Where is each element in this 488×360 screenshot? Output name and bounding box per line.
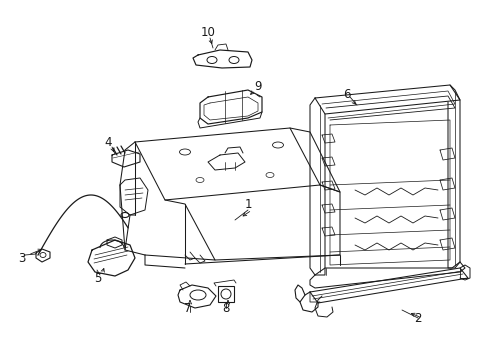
Text: 1: 1	[244, 198, 251, 211]
Text: 10: 10	[200, 26, 215, 39]
Text: 8: 8	[222, 302, 229, 315]
Text: 9: 9	[254, 81, 261, 94]
Text: 3: 3	[18, 252, 26, 265]
Text: 6: 6	[343, 89, 350, 102]
Text: 7: 7	[184, 302, 191, 315]
Text: 2: 2	[413, 311, 421, 324]
Bar	[218, 286, 234, 302]
Text: 5: 5	[94, 271, 102, 284]
Text: 4: 4	[104, 135, 112, 148]
